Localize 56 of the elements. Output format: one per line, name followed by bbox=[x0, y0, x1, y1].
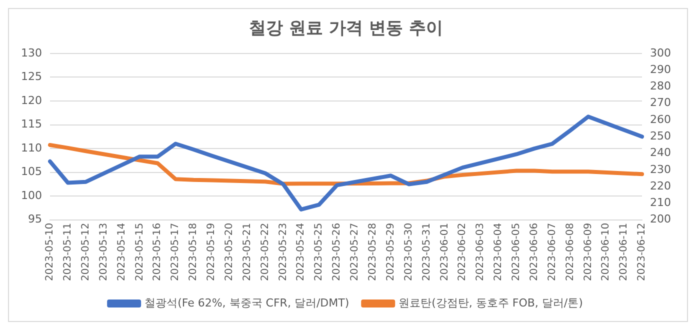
x-tick-label: 2023-05-28 bbox=[368, 222, 379, 282]
y2-tick-label: 300 bbox=[650, 46, 672, 60]
x-tick-label: 2023-05-18 bbox=[188, 222, 200, 282]
y2-tick-label: 270 bbox=[650, 96, 672, 110]
x-tick-label: 2023-05-26 bbox=[332, 222, 343, 282]
x-tick-label: 2023-06-12 bbox=[636, 222, 648, 282]
x-tick-label: 2023-06-10 bbox=[600, 222, 612, 282]
x-tick-label: 2023-05-21 bbox=[242, 222, 253, 282]
legend-label: 원료탄(강점탄, 동호주 FOB, 달러/톤) bbox=[398, 296, 583, 310]
y2-tick-label: 210 bbox=[650, 196, 672, 210]
x-tick-label: 2023-05-11 bbox=[62, 222, 74, 282]
x-tick-label: 2023-05-23 bbox=[278, 222, 289, 282]
y-tick-label: 95 bbox=[28, 212, 42, 226]
x-tick-label: 2023-06-01 bbox=[439, 222, 450, 282]
x-tick-label: 2023-05-16 bbox=[152, 222, 164, 282]
y2-tick-label: 200 bbox=[650, 212, 672, 226]
x-tick-label: 2023-05-10 bbox=[44, 222, 56, 282]
x-tick-label: 2023-06-07 bbox=[546, 222, 558, 282]
x-tick-label: 2023-05-13 bbox=[98, 222, 110, 282]
x-tick-label: 2023-05-17 bbox=[170, 222, 182, 282]
x-tick-label: 2023-05-19 bbox=[206, 222, 218, 282]
y2-tick-label: 280 bbox=[650, 80, 672, 93]
x-tick-label: 2023-05-22 bbox=[260, 222, 271, 282]
x-tick-label: 2023-06-09 bbox=[582, 222, 594, 282]
x-tick-label: 2023-05-24 bbox=[296, 222, 307, 282]
x-tick-label: 2023-05-29 bbox=[385, 222, 396, 282]
x-tick-label: 2023-06-11 bbox=[618, 222, 630, 282]
legend-label: 철광석(Fe 62%, 북중국 CFR, 달러/DMT) bbox=[144, 296, 350, 310]
x-tick-label: 2023-06-03 bbox=[475, 222, 486, 282]
y-tick-label: 100 bbox=[20, 188, 42, 202]
y-tick-label: 115 bbox=[20, 118, 42, 131]
chart-title: 철강 원료 가격 변동 추이 bbox=[249, 18, 443, 39]
y-tick-label: 125 bbox=[20, 70, 42, 84]
x-tick-label: 2023-06-02 bbox=[457, 222, 468, 282]
x-tick-label: 2023-06-04 bbox=[493, 222, 504, 282]
x-tick-label: 2023-06-06 bbox=[528, 222, 540, 282]
x-tick-label: 2023-05-14 bbox=[116, 222, 128, 282]
x-tick-label: 2023-05-20 bbox=[224, 222, 235, 282]
y2-tick-label: 230 bbox=[650, 162, 672, 176]
x-tick-label: 2023-05-25 bbox=[314, 222, 325, 282]
y-tick-label: 130 bbox=[20, 46, 42, 60]
x-tick-label: 2023-06-05 bbox=[511, 222, 522, 282]
y2-tick-label: 240 bbox=[650, 146, 672, 160]
x-tick-label: 2023-05-30 bbox=[403, 222, 414, 282]
y-tick-label: 120 bbox=[20, 94, 42, 107]
y2-tick-label: 290 bbox=[650, 62, 672, 76]
y2-tick-label: 250 bbox=[650, 130, 672, 142]
y-tick-label: 105 bbox=[20, 165, 42, 178]
x-tick-label: 2023-06-08 bbox=[564, 222, 576, 282]
y2-tick-label: 260 bbox=[650, 112, 672, 126]
x-tick-label: 2023-05-12 bbox=[80, 222, 92, 282]
x-tick-label: 2023-05-31 bbox=[421, 222, 432, 282]
x-tick-label: 2023-05-27 bbox=[350, 222, 361, 282]
y-tick-label: 110 bbox=[20, 141, 42, 154]
x-tick-label: 2023-05-15 bbox=[134, 222, 146, 282]
y2-tick-label: 220 bbox=[650, 179, 672, 192]
